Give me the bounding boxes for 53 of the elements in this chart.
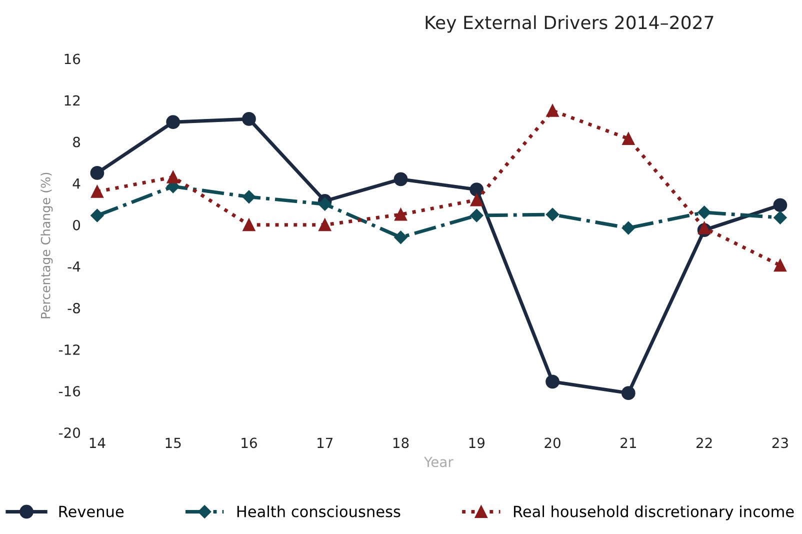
- y-tick-label: 16: [64, 54, 80, 64]
- x-tick-label: 17: [318, 438, 333, 448]
- x-tick-label: 14: [90, 438, 106, 448]
- point: [622, 132, 635, 145]
- legend-label: Real household discretionary income: [514, 505, 794, 520]
- point: [394, 172, 408, 186]
- point: [90, 166, 104, 180]
- y-axis-title: Percentage Change (%): [40, 172, 53, 318]
- y-tick-label: 0: [73, 220, 80, 230]
- point: [546, 104, 559, 117]
- point: [774, 211, 787, 224]
- x-tick-label: 21: [620, 438, 636, 448]
- point: [90, 208, 104, 222]
- x-tick-label: 18: [393, 438, 409, 448]
- point: [546, 374, 560, 389]
- x-tick-label: 20: [544, 438, 560, 448]
- chart-title: Key External Drivers 2014–2027: [426, 15, 714, 33]
- point: [394, 208, 407, 221]
- x-tick-label: 15: [166, 438, 181, 448]
- x-tick-label: 23: [772, 438, 788, 448]
- point: [622, 221, 635, 235]
- legend-label: Revenue: [59, 506, 124, 518]
- y-tick-label: -8: [68, 302, 80, 314]
- point: [242, 112, 256, 126]
- y-tick-label: -12: [58, 344, 80, 355]
- point: [242, 190, 256, 204]
- point: [166, 170, 180, 184]
- y-tick-label: 8: [73, 136, 80, 148]
- x-tick-label: 22: [696, 438, 712, 448]
- point: [773, 198, 788, 212]
- point: [470, 194, 483, 206]
- x-tick-label: 16: [242, 438, 257, 448]
- point: [698, 222, 711, 234]
- y-tick-label: -16: [58, 386, 80, 396]
- point: [166, 115, 180, 130]
- point: [318, 198, 332, 211]
- x-tick-label: 19: [469, 438, 484, 448]
- y-tick-label: 12: [64, 95, 80, 106]
- point: [90, 185, 104, 198]
- point: [546, 208, 560, 222]
- y-tick-label: -4: [68, 262, 80, 272]
- y-tick-label: 4: [72, 178, 80, 189]
- point: [774, 259, 786, 272]
- legend-label: Health consciousness: [237, 505, 400, 518]
- point: [470, 182, 484, 197]
- point: [242, 218, 256, 232]
- point: [621, 386, 636, 400]
- point: [470, 208, 484, 222]
- y-tick-label: -20: [58, 428, 80, 438]
- point: [698, 206, 711, 219]
- point: [318, 218, 332, 232]
- point: [394, 230, 408, 244]
- x-axis-title: Year: [424, 456, 454, 468]
